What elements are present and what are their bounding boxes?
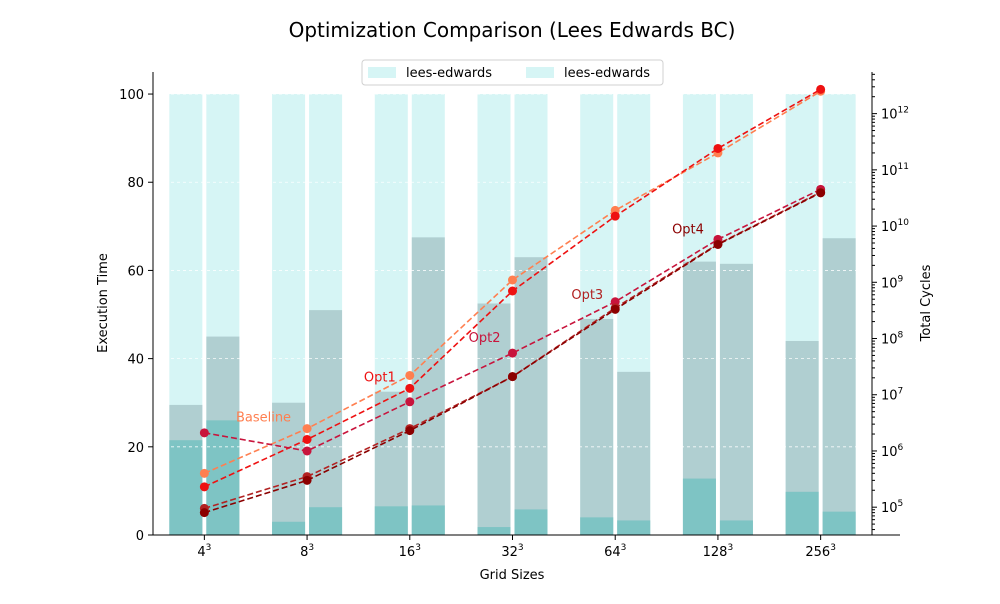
series-label: Opt2 — [469, 331, 501, 346]
x-tick-label: 43 — [197, 543, 211, 560]
bar-bottom — [682, 478, 716, 535]
legend: lees-edwards lees-edwards — [361, 59, 664, 86]
bar-bottom — [514, 509, 548, 535]
legend-label: lees-edwards — [406, 66, 492, 81]
series-point — [302, 446, 312, 456]
series-label: Baseline — [236, 411, 291, 426]
legend-box — [361, 59, 664, 86]
chart-title: Optimization Comparison (Lees Edwards BC… — [289, 18, 736, 42]
series-point — [199, 428, 209, 438]
series-point — [610, 304, 620, 314]
legend-label: lees-edwards — [564, 66, 650, 81]
x-tick-label: 643 — [604, 543, 626, 560]
series-point — [302, 424, 312, 434]
series-point — [199, 508, 209, 518]
y-tick-label: 40 — [127, 353, 144, 368]
bar-middle — [309, 310, 343, 535]
bar-middle — [272, 402, 306, 535]
legend-swatch — [526, 67, 554, 78]
series-point — [405, 383, 415, 393]
bar-bottom — [309, 507, 343, 535]
series-point — [302, 434, 312, 444]
series-point — [405, 426, 415, 436]
y-tick-label: 0 — [136, 529, 144, 544]
bar-middle — [477, 303, 511, 535]
y-tick-label: 80 — [127, 176, 144, 191]
series-point — [405, 397, 415, 407]
y2-tick-label: 1010 — [881, 218, 909, 235]
bar-bottom — [374, 506, 408, 535]
series-label: Opt1 — [364, 370, 396, 385]
bar-middle — [580, 318, 614, 535]
y2-tick-label: 105 — [881, 499, 903, 516]
bar-middle — [617, 371, 651, 535]
series-point — [816, 84, 826, 94]
bar-bottom — [272, 521, 306, 535]
x-tick-label: 1283 — [703, 543, 734, 560]
y-axis-label: Execution Time — [96, 253, 111, 353]
series-point — [610, 211, 620, 221]
y2-tick-label: 106 — [881, 443, 904, 460]
bar-middle — [719, 263, 753, 535]
x-tick-label: 163 — [399, 543, 421, 560]
y-tick-label: 60 — [127, 264, 144, 279]
series-point — [508, 286, 517, 296]
series-point — [199, 482, 209, 492]
series-point — [713, 143, 723, 153]
bar-bottom — [580, 517, 614, 535]
series-point — [713, 240, 723, 250]
legend-swatch — [368, 67, 396, 78]
bar-middle — [514, 257, 548, 535]
series-point — [508, 372, 517, 382]
bar-bottom — [411, 505, 445, 535]
bar-bottom — [785, 491, 819, 535]
y2-tick-label: 1011 — [881, 162, 909, 179]
bar-middle — [822, 238, 856, 535]
series-point — [302, 475, 312, 485]
series-point — [816, 188, 826, 198]
y2-tick-label: 109 — [881, 274, 904, 291]
bar-middle — [411, 237, 445, 535]
y2-tick-label: 107 — [881, 387, 903, 404]
grid-layer — [153, 93, 872, 448]
series-point — [508, 348, 517, 358]
bar-bottom — [617, 520, 651, 535]
axes-layer: 0 20 40 60 80 100 105 106 107 108 109 1010 1011 1012 4… — [119, 72, 909, 560]
series-labels-layer: Baseline Opt1 Opt2 Opt3 Opt4 — [236, 223, 704, 426]
y-tick-label: 100 — [119, 88, 144, 103]
bar-bottom — [169, 440, 203, 535]
y2-tick-label: 1012 — [881, 106, 909, 123]
y2-axis-label: Total Cycles — [919, 264, 934, 342]
series-point — [405, 370, 415, 380]
x-axis-label: Grid Sizes — [480, 568, 545, 583]
bar-bottom — [719, 520, 753, 535]
series-label: Opt4 — [672, 223, 704, 238]
y-tick-label: 20 — [127, 441, 144, 456]
x-tick-label: 323 — [501, 543, 523, 560]
x-tick-label: 83 — [300, 543, 314, 560]
lines-layer — [199, 84, 826, 518]
bar-bottom — [477, 527, 511, 535]
series-point — [199, 468, 209, 478]
series-label: Opt3 — [571, 288, 603, 303]
bar-bottom — [822, 511, 856, 535]
x-tick-label: 2563 — [805, 543, 836, 560]
y2-tick-label: 108 — [881, 331, 904, 348]
series-point — [508, 275, 517, 285]
bars-layer — [169, 94, 856, 536]
